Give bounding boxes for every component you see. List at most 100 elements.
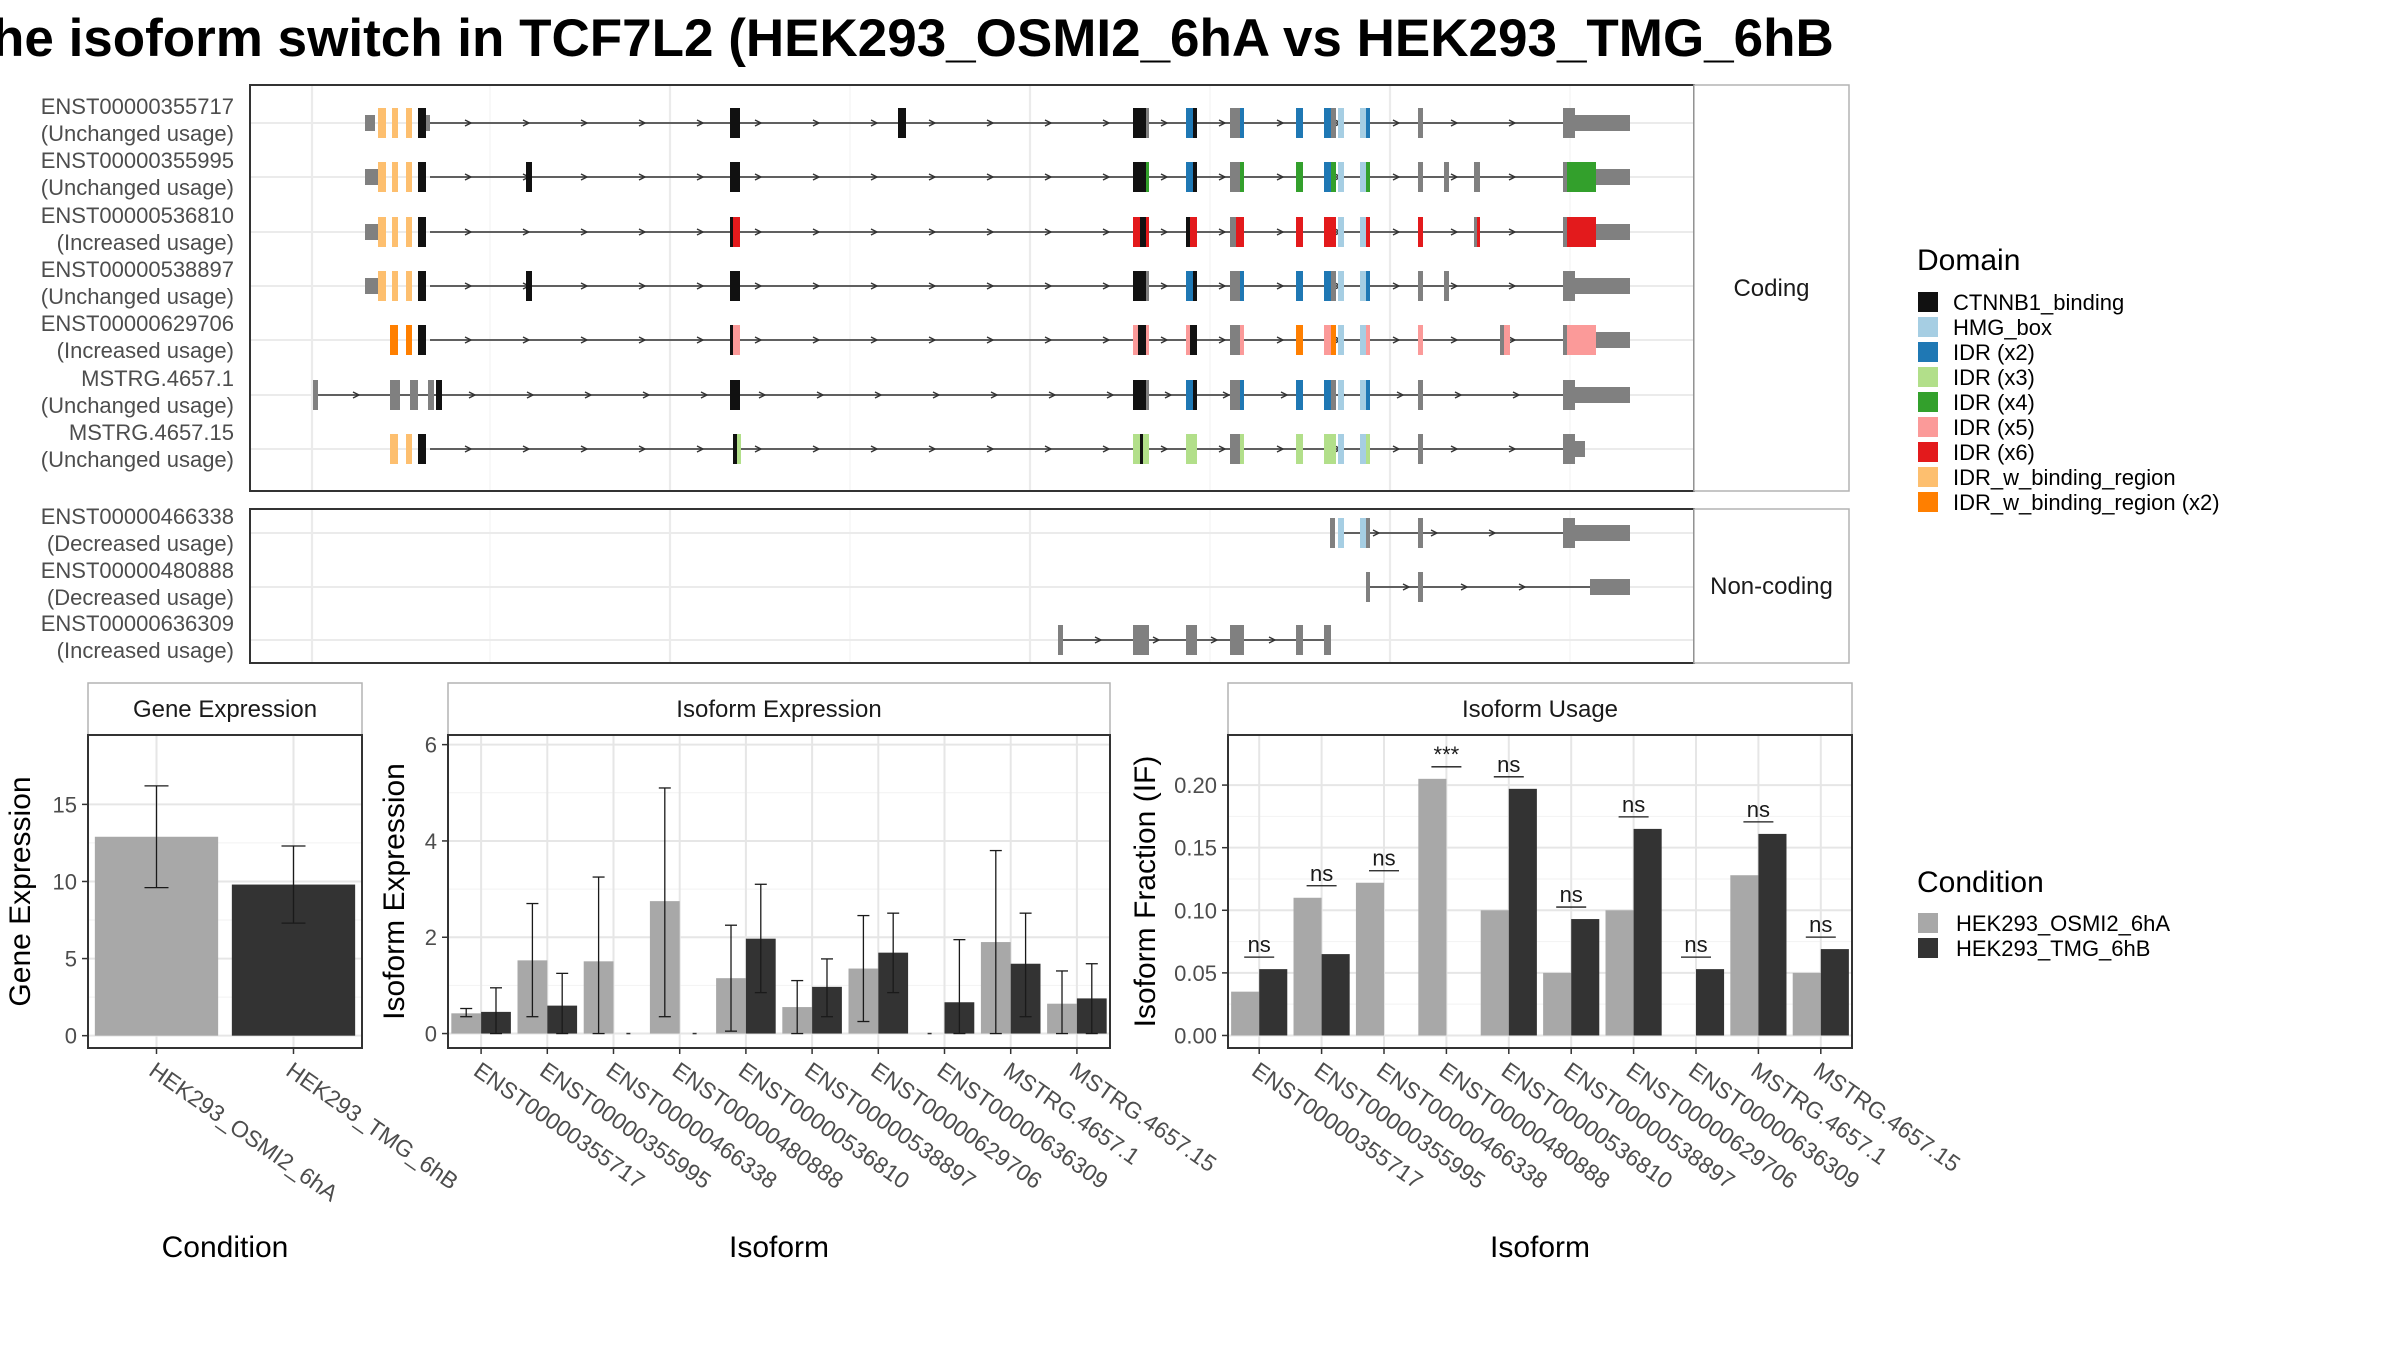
y-tick-label: 0.05 [1174, 961, 1217, 986]
panel-title: Isoform Usage [1462, 696, 1618, 723]
strand-arrow [638, 445, 647, 453]
exon-LG [1331, 434, 1336, 464]
exon-H [1360, 518, 1366, 548]
strand-arrow [1392, 445, 1401, 453]
significance-label: ns [1809, 912, 1832, 937]
x-axis-title: Isoform [1490, 1231, 1590, 1264]
strand-arrow [1276, 173, 1285, 181]
strand-arrow [700, 391, 709, 399]
exon-E [1500, 325, 1504, 355]
exon-G [1567, 162, 1596, 192]
isoform-usage-bar [1758, 833, 1787, 1036]
significance-label: ns [1248, 932, 1271, 957]
isoform-usage-bar [1543, 972, 1572, 1036]
transcript-usage-label: (Decreased usage) [47, 585, 234, 610]
transcript-ENST00000636309 [1058, 625, 1331, 655]
exon-K [526, 162, 532, 192]
exon-E [1418, 572, 1423, 602]
exon-B [1366, 271, 1370, 301]
exon-P [1146, 325, 1149, 355]
exon-K [418, 162, 426, 192]
strand-arrow [870, 119, 879, 127]
exon-LO [378, 271, 386, 301]
transcript-ENST00000355995 [365, 162, 1630, 192]
strand-arrow [1276, 282, 1285, 290]
transcript-id-label: ENST00000536810 [41, 203, 234, 228]
exon-LO [378, 217, 386, 247]
exon-H [1338, 380, 1344, 410]
transcript-usage-label: (Unchanged usage) [41, 447, 234, 472]
facet-strip [1693, 508, 1850, 664]
exon-K [898, 108, 906, 138]
exon-E [1563, 380, 1575, 410]
gene-structure-panel: ENST00000355717(Unchanged usage)ENST0000… [41, 84, 1850, 664]
strand-arrow [1372, 529, 1381, 537]
exon-H [1360, 217, 1366, 247]
strand-arrow [1044, 119, 1053, 127]
exon-E [1230, 271, 1240, 301]
exon-K [1133, 162, 1146, 192]
exon-E [1418, 380, 1423, 410]
exon-LO [392, 108, 398, 138]
strand-arrow [1218, 445, 1227, 453]
strand-arrow [580, 173, 589, 181]
exon-E [1575, 441, 1585, 457]
transcript-ENST00000355717 [365, 108, 1630, 138]
exon-E [1230, 325, 1240, 355]
strand-arrow [1460, 583, 1469, 591]
exon-E [1575, 387, 1630, 403]
exon-E [1596, 332, 1630, 348]
y-tick-label: 5 [65, 947, 77, 972]
exon-E [1563, 434, 1575, 464]
strand-arrow [1044, 336, 1053, 344]
exon-E [1230, 434, 1240, 464]
exon-H [1360, 434, 1366, 464]
strand-arrow [1508, 173, 1517, 181]
strand-arrow [986, 336, 995, 344]
transcript-MSTRG.4657.15 [390, 434, 1585, 464]
significance-label: ns [1747, 797, 1770, 822]
isoform-usage-bar [1696, 969, 1725, 1036]
exon-B [1240, 271, 1244, 301]
exon-LO [392, 162, 398, 192]
strand-arrow [696, 228, 705, 236]
exon-K [1133, 380, 1146, 410]
strand-arrow [1218, 336, 1227, 344]
exon-E [1230, 108, 1240, 138]
exon-H [1338, 434, 1344, 464]
exon-E [1474, 162, 1480, 192]
isoform-usage-bar [1508, 788, 1537, 1036]
significance-label: ns [1684, 932, 1707, 957]
strand-arrow [464, 173, 473, 181]
strand-arrow [754, 282, 763, 290]
strand-arrow [696, 336, 705, 344]
exon-LG [1186, 434, 1197, 464]
exon-E [428, 380, 434, 410]
strand-arrow [1392, 336, 1401, 344]
exon-R [1146, 217, 1149, 247]
significance-label: ns [1622, 792, 1645, 817]
y-axis-title: Isoform Expression [378, 763, 411, 1020]
strand-arrow [754, 445, 763, 453]
exon-H [1338, 325, 1344, 355]
strand-arrow [928, 336, 937, 344]
transcript-usage-label: (Increased usage) [57, 230, 234, 255]
exon-E [1230, 162, 1240, 192]
strand-arrow [464, 228, 473, 236]
strand-arrow [986, 173, 995, 181]
condition-legend-label: HEK293_TMG_6hB [1956, 936, 2150, 961]
y-tick-label: 0.10 [1174, 898, 1217, 923]
figure-title: he isoform switch in TCF7L2 (HEK293_OSMI… [0, 9, 1834, 68]
transcript-usage-label: (Unchanged usage) [41, 175, 234, 200]
exon-LG [1296, 434, 1303, 464]
exon-K [733, 434, 737, 464]
strand-arrow [812, 119, 821, 127]
strand-arrow [928, 445, 937, 453]
exon-E [1596, 224, 1630, 240]
exon-O [406, 325, 412, 355]
strand-arrow [1106, 391, 1115, 399]
significance-label: ns [1310, 861, 1333, 886]
exon-B [1324, 380, 1331, 410]
exon-E [1230, 380, 1240, 410]
exon-E [1331, 271, 1336, 301]
